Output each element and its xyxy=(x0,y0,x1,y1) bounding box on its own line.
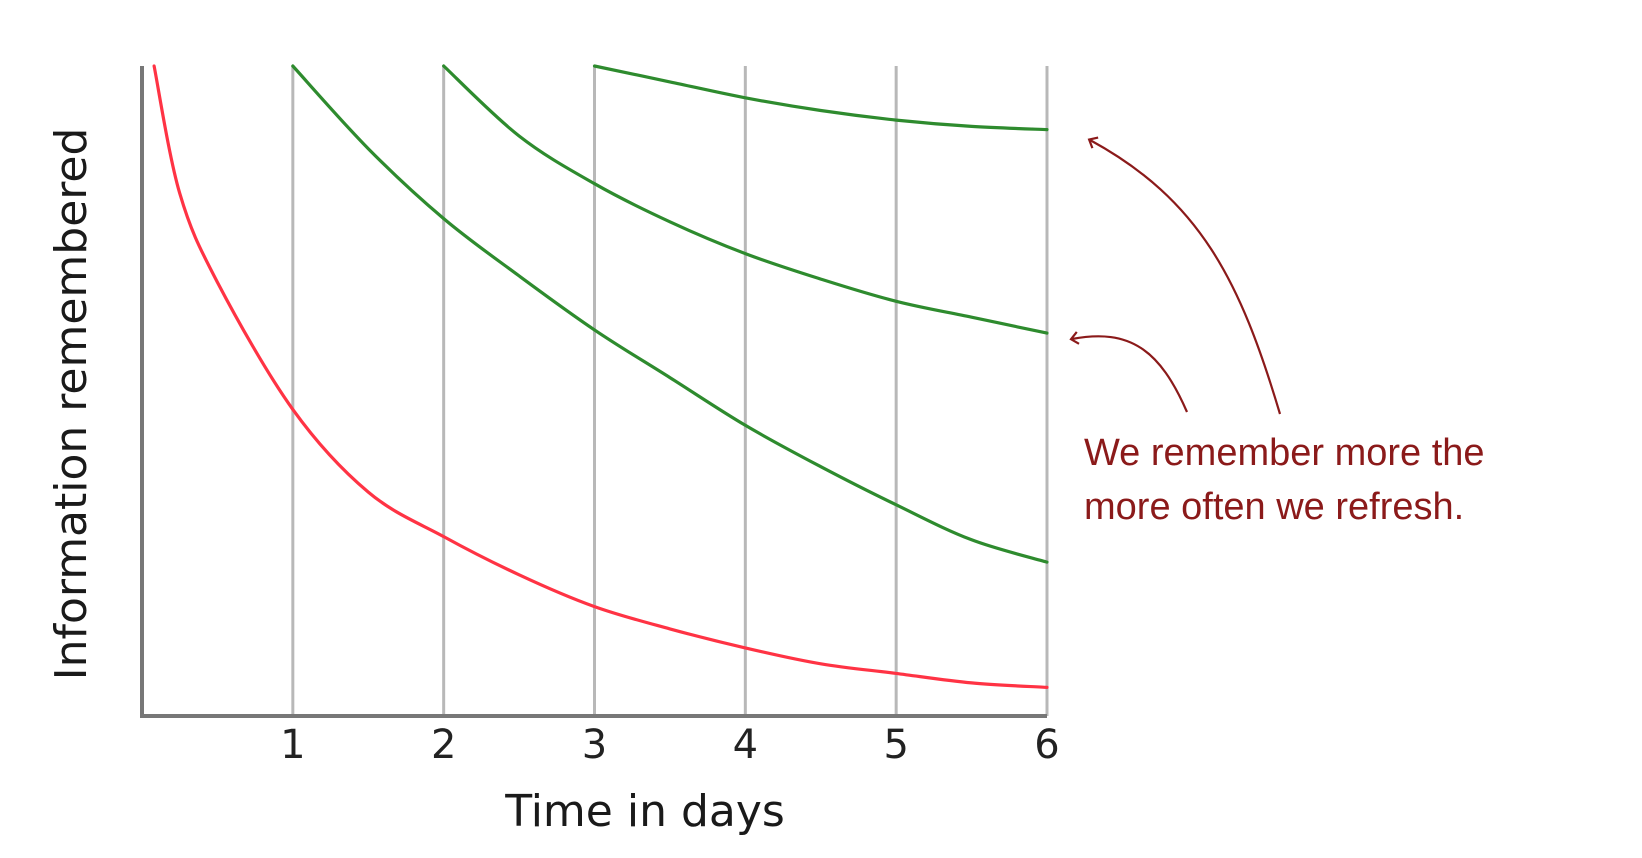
x-tick-label-6: 6 xyxy=(1034,722,1059,768)
x-tick-labels: 1 2 3 4 5 6 xyxy=(280,722,1060,768)
annotation-line-2: more often we refresh. xyxy=(1084,486,1465,528)
annotation-line-1: We remember more the xyxy=(1084,432,1485,474)
series-line-1 xyxy=(152,64,1049,689)
x-tick-label-3: 3 xyxy=(582,722,607,768)
x-axis-title: Time in days xyxy=(504,786,785,837)
annotation-arrow-lower xyxy=(1069,331,1189,413)
series-line-2 xyxy=(291,64,1049,564)
gridlines xyxy=(291,66,1049,716)
x-tick-label-2: 2 xyxy=(431,722,456,768)
y-axis-title: Information remembered xyxy=(46,128,97,681)
annotation-arrow-upper xyxy=(1087,136,1282,415)
annotation-text: We remember more the more often we refre… xyxy=(1084,426,1604,534)
x-tick-label-5: 5 xyxy=(883,722,908,768)
x-tick-label-1: 1 xyxy=(280,722,305,768)
x-tick-label-4: 4 xyxy=(733,722,758,768)
series-line-3 xyxy=(442,64,1049,335)
series-line-4 xyxy=(592,64,1049,132)
series-layer xyxy=(152,64,1049,689)
axes xyxy=(140,66,1047,718)
